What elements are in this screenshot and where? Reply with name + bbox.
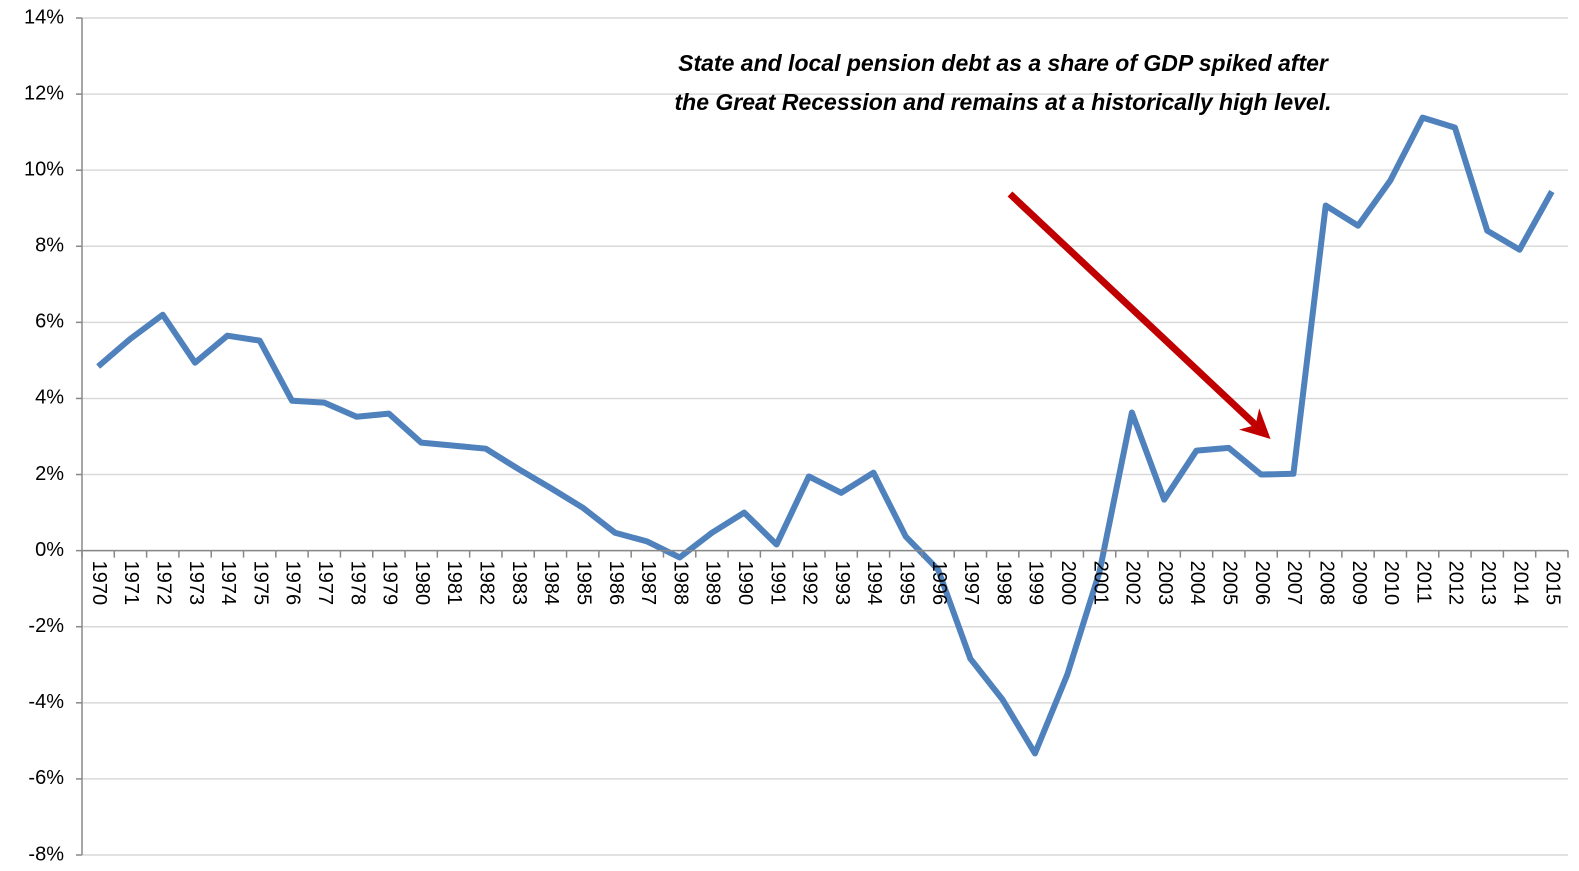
x-tick-label: 1995: [895, 561, 917, 606]
x-tick-label: 1997: [960, 561, 982, 606]
x-tick-label: 2012: [1445, 561, 1467, 606]
x-tick-label: 2008: [1315, 561, 1337, 606]
y-tick-label: 2%: [35, 463, 64, 485]
x-tick-label: 2000: [1057, 561, 1079, 606]
x-tick-label: 1984: [540, 561, 562, 606]
x-tick-label: 2002: [1122, 561, 1144, 606]
x-tick-label: 1970: [88, 561, 110, 606]
x-tick-label: 1979: [379, 561, 401, 606]
x-tick-label: 2015: [1542, 561, 1564, 606]
x-tick-label: 1999: [1025, 561, 1047, 606]
x-tick-label: 1985: [572, 561, 594, 606]
x-tick-label: 1978: [346, 561, 368, 606]
annotation: State and local pension debt as a share …: [674, 50, 1332, 115]
annotation-arrow: [1007, 191, 1271, 440]
plot: [96, 114, 1555, 757]
x-tick-label: 2013: [1477, 561, 1499, 606]
x-tick-label: 2009: [1348, 561, 1370, 606]
data-line: [96, 114, 1555, 757]
x-tick-label: 1980: [411, 561, 433, 606]
x-tick-label: 2010: [1380, 561, 1402, 606]
x-tick-label: 1974: [217, 561, 239, 606]
x-tick-label: 1992: [799, 561, 821, 606]
x-tick-label: 2011: [1412, 561, 1434, 604]
y-tick-label: 14%: [24, 6, 64, 28]
x-tick-label: 2014: [1509, 561, 1531, 606]
x-tick-label: 1998: [992, 561, 1014, 605]
x-tick-label: 2005: [1219, 561, 1241, 606]
y-tick-label: -2%: [28, 615, 64, 637]
x-tick-label: 1987: [637, 561, 659, 606]
x-tick-label: 1989: [702, 561, 724, 606]
x-tick-label: 1973: [185, 561, 207, 606]
x-tick-label: 1977: [314, 561, 336, 606]
x-tick-label: 1996: [928, 561, 950, 606]
x-tick-label: 2003: [1154, 561, 1176, 606]
x-tick-label: 2006: [1251, 561, 1273, 606]
x-tick-label: 1991: [766, 561, 788, 606]
y-tick-label: 0%: [35, 539, 64, 561]
y-tick-label: 12%: [24, 82, 64, 104]
y-tick-label: 10%: [24, 158, 64, 180]
x-tick-label: 1975: [249, 561, 271, 606]
y-tick-label: -8%: [28, 843, 64, 865]
x-tick-label: 1981: [443, 561, 465, 606]
y-tick-label: -4%: [28, 691, 64, 713]
x-tick-label: 2001: [1089, 561, 1111, 606]
x-tick-label: 1994: [863, 561, 885, 606]
x-tick-label: 1971: [120, 561, 142, 606]
y-tick-label: 8%: [35, 235, 64, 257]
y-tick-label: -6%: [28, 767, 64, 789]
x-tick-label: 1976: [282, 561, 304, 606]
x-tick-label: 1982: [476, 561, 498, 606]
y-tick-label: 6%: [35, 311, 64, 333]
x-tick-label: 1988: [669, 561, 691, 606]
grid: [82, 17, 1568, 856]
y-tick-label: 4%: [35, 387, 64, 409]
x-tick-label: 2007: [1283, 561, 1305, 606]
x-tick-label: 1972: [152, 561, 174, 606]
x-tick-label: 2004: [1186, 561, 1208, 606]
x-tick-label: 1990: [734, 561, 756, 606]
x-tick-label: 1986: [605, 561, 627, 606]
x-tick-label: 1983: [508, 561, 530, 606]
x-tick-label: 1993: [831, 561, 853, 606]
